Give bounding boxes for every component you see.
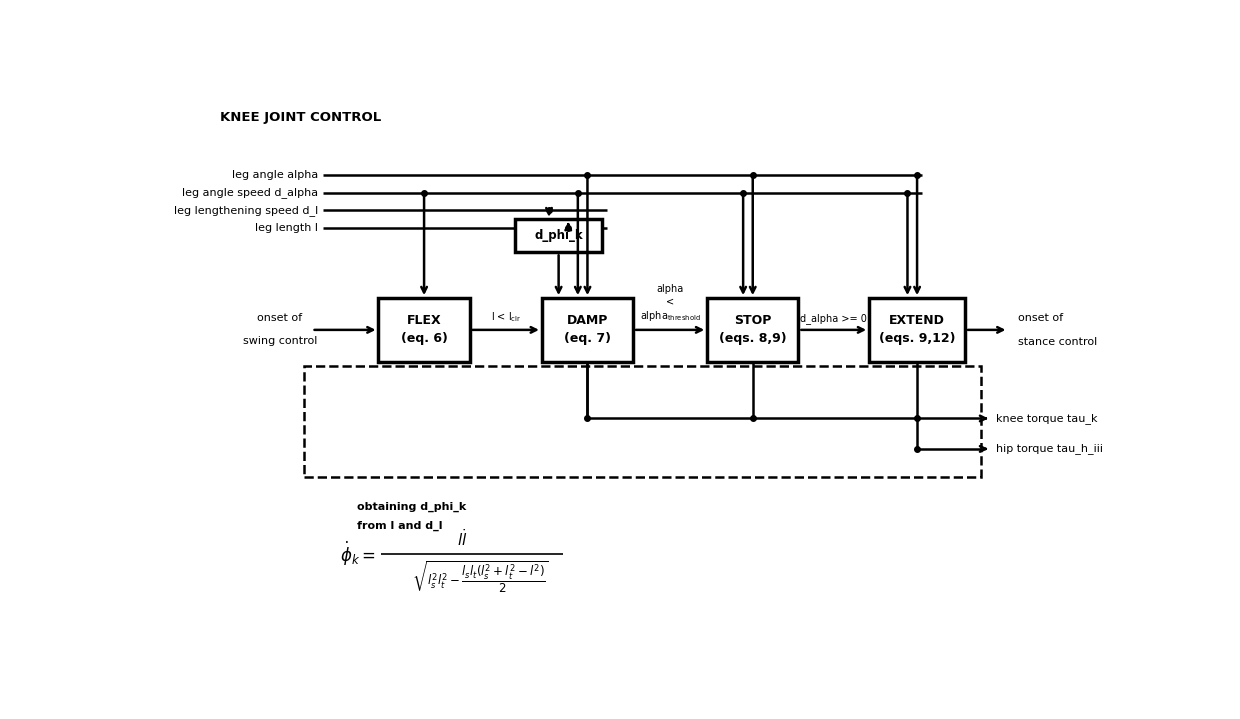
Text: swing control: swing control bbox=[243, 336, 317, 346]
Text: leg length l: leg length l bbox=[255, 223, 319, 233]
Text: <: < bbox=[666, 296, 675, 306]
Text: onset of: onset of bbox=[258, 313, 303, 323]
FancyBboxPatch shape bbox=[869, 298, 965, 362]
FancyBboxPatch shape bbox=[378, 298, 470, 362]
FancyBboxPatch shape bbox=[707, 298, 799, 362]
Text: leg angle speed d_alpha: leg angle speed d_alpha bbox=[182, 187, 319, 198]
Text: knee torque tau_k: knee torque tau_k bbox=[996, 413, 1097, 424]
Text: obtaining d_phi_k: obtaining d_phi_k bbox=[357, 502, 466, 512]
Text: STOP
(eqs. 8,9): STOP (eqs. 8,9) bbox=[719, 314, 786, 345]
FancyBboxPatch shape bbox=[516, 219, 601, 252]
Text: leg lengthening speed d_l: leg lengthening speed d_l bbox=[174, 205, 319, 216]
FancyBboxPatch shape bbox=[542, 298, 634, 362]
Text: d_phi_k: d_phi_k bbox=[534, 229, 583, 242]
Text: $\sqrt{l_s^2 l_t^2 - \dfrac{l_s l_t(l_s^2 + l_t^2 - l^2)}{2}}$: $\sqrt{l_s^2 l_t^2 - \dfrac{l_s l_t(l_s^… bbox=[412, 559, 548, 595]
Text: $l\dot{l}$: $l\dot{l}$ bbox=[458, 528, 467, 549]
Text: hip torque tau_h_iii: hip torque tau_h_iii bbox=[996, 444, 1102, 454]
Text: $\dot{\phi}_k =$: $\dot{\phi}_k =$ bbox=[340, 540, 376, 568]
Text: from l and d_l: from l and d_l bbox=[357, 521, 443, 531]
Text: alpha: alpha bbox=[656, 284, 683, 294]
Text: FLEX
(eq. 6): FLEX (eq. 6) bbox=[401, 314, 448, 345]
Text: DAMP
(eq. 7): DAMP (eq. 7) bbox=[564, 314, 611, 345]
Text: EXTEND
(eqs. 9,12): EXTEND (eqs. 9,12) bbox=[879, 314, 955, 345]
Text: alpha$_{\mathregular{threshold}}$: alpha$_{\mathregular{threshold}}$ bbox=[640, 309, 701, 324]
Text: d_alpha >= 0: d_alpha >= 0 bbox=[800, 313, 867, 324]
Text: onset of: onset of bbox=[1018, 313, 1063, 323]
Text: leg angle alpha: leg angle alpha bbox=[232, 170, 319, 180]
Text: l < l$_{\mathregular{clr}}$: l < l$_{\mathregular{clr}}$ bbox=[491, 311, 521, 324]
Text: KNEE JOINT CONTROL: KNEE JOINT CONTROL bbox=[221, 111, 382, 124]
Text: stance control: stance control bbox=[1018, 337, 1097, 347]
